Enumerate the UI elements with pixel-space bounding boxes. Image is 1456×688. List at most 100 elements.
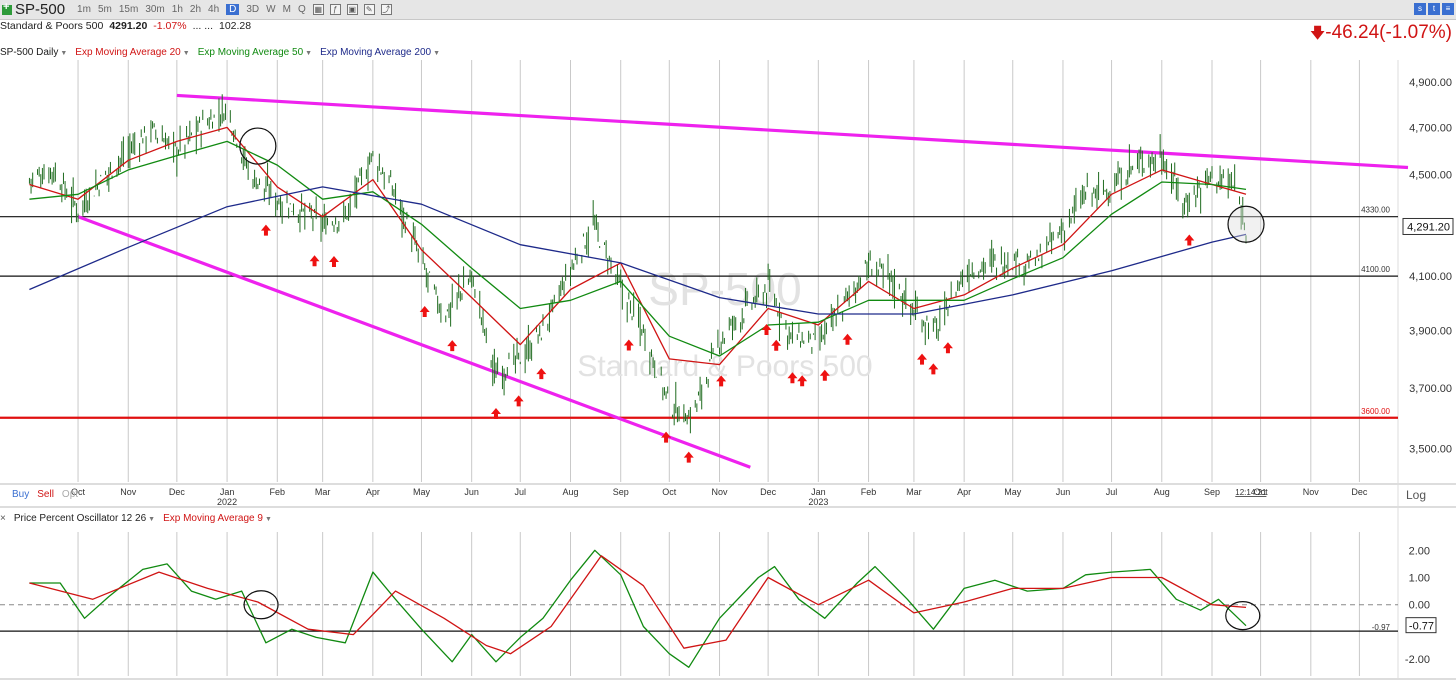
- legend-signal[interactable]: Exp Moving Average 9 ▼: [163, 513, 272, 524]
- sell-button[interactable]: Sell: [37, 489, 54, 500]
- timeframe-1m[interactable]: 1m: [77, 4, 91, 15]
- highlight-circle: [239, 127, 277, 165]
- buy-button[interactable]: Buy: [12, 489, 30, 500]
- x-tick-label: Sep: [613, 487, 629, 497]
- x-tick-label: Nov: [1303, 487, 1320, 497]
- time-label: 12:14:21: [1235, 488, 1267, 497]
- buy-arrow-icon: [797, 375, 808, 387]
- osc-series-ppo: [29, 549, 1247, 668]
- price-panel-bg: [0, 60, 1456, 484]
- y-tick-label: 3,500.00: [1409, 443, 1452, 455]
- x-tick-label: Apr: [366, 487, 380, 497]
- buy-arrow-icon: [513, 395, 524, 407]
- buy-arrow-icon: [761, 324, 772, 336]
- x-tick-label: Dec: [1351, 487, 1368, 497]
- share-icon[interactable]: s: [1414, 3, 1426, 15]
- big-change: 🡇-46.24(-1.07%): [1310, 22, 1452, 48]
- timeframe-30m[interactable]: 30m: [145, 4, 165, 15]
- osc-y-tick-label: 2.00: [1409, 545, 1430, 557]
- year-label: 2023: [808, 497, 828, 507]
- x-tick-label: Dec: [760, 487, 777, 497]
- legend-ema200[interactable]: Exp Moving Average 200 ▼: [320, 47, 441, 58]
- timeframe-5m[interactable]: 5m: [97, 4, 112, 15]
- layout-icon[interactable]: ▣: [346, 4, 358, 15]
- x-tick-label: Mar: [906, 487, 922, 497]
- x-tick-label: Mar: [315, 487, 331, 497]
- trendline-lower: [77, 215, 751, 469]
- timeframe-d[interactable]: D: [226, 4, 240, 15]
- buy-arrow-icon: [842, 333, 853, 345]
- osc-y-tick-label: 0.00: [1409, 600, 1430, 612]
- window-controls: s t ≡: [1414, 3, 1454, 15]
- timeframe-15m[interactable]: 15m: [118, 4, 139, 15]
- x-tick-label: Aug: [1154, 487, 1170, 497]
- x-tick-label: May: [1004, 487, 1022, 497]
- year-label: 2022: [217, 497, 237, 507]
- level-label: 4100.00: [1361, 265, 1390, 274]
- timeframe-2h[interactable]: 2h: [189, 4, 202, 15]
- trade-buttons: Buy Sell Opt: [12, 489, 78, 500]
- timeframe-q[interactable]: Q: [297, 4, 306, 15]
- big-change-value: -46.24(-1.07%): [1325, 22, 1452, 43]
- osc-last-label: -0.77: [1409, 621, 1434, 633]
- buy-arrow-icon: [419, 306, 430, 318]
- legend-ppo[interactable]: Price Percent Oscillator 12 26 ▼: [13, 513, 156, 524]
- buy-arrow-icon: [1184, 234, 1195, 246]
- timeframe-list: 1m 5m 15m 30m 1h 2h 4h D 3D W M Q: [77, 4, 313, 15]
- osc-highlight-circle: [1225, 600, 1261, 631]
- legend-ema50[interactable]: Exp Moving Average 50 ▼: [197, 47, 313, 58]
- timeframe-w[interactable]: W: [266, 4, 276, 15]
- buy-arrow-icon: [661, 431, 672, 443]
- price-bars: [28, 94, 1247, 434]
- osc-level-label: -0.97: [1372, 623, 1391, 632]
- log-scale-button[interactable]: Log: [1406, 488, 1427, 502]
- x-tick-label: Nov: [712, 487, 729, 497]
- y-tick-label: 3,700.00: [1409, 383, 1452, 395]
- y-tick-label: 4,900.00: [1409, 77, 1452, 89]
- oscillator-legend: × Price Percent Oscillator 12 26 ▼ Exp Mo…: [0, 513, 272, 524]
- settings-icon[interactable]: ≡: [1442, 3, 1454, 15]
- indicator-icon[interactable]: ƒ: [329, 4, 341, 15]
- x-tick-label: Jan: [811, 487, 826, 497]
- buy-arrow-icon: [328, 256, 339, 268]
- x-tick-label: Oct: [1254, 487, 1269, 497]
- down-arrow-icon: 🡇: [1309, 25, 1326, 42]
- series-ema50: [29, 140, 1247, 357]
- buy-arrow-icon: [819, 369, 830, 381]
- last-price-box: [1402, 217, 1454, 235]
- info-dots: ... ...: [192, 20, 213, 32]
- watermark-symbol: SP-500: [648, 263, 801, 315]
- symbol-add-icon[interactable]: [2, 1, 12, 15]
- legend-price[interactable]: SP-500 Daily ▼: [0, 47, 68, 58]
- opt-button[interactable]: Opt: [61, 489, 79, 500]
- buy-arrow-icon: [771, 339, 782, 351]
- timeframe-m[interactable]: M: [282, 4, 291, 15]
- level-label: 4330.00: [1361, 206, 1390, 215]
- buy-arrow-icon: [260, 224, 271, 236]
- series-ema20: [29, 126, 1247, 366]
- x-tick-label: Apr: [957, 487, 971, 497]
- chart-style-icon[interactable]: ▦: [312, 4, 324, 15]
- info-value2: 102.28: [219, 20, 252, 32]
- draw-icon[interactable]: ✎: [363, 4, 375, 15]
- timeframe-1h[interactable]: 1h: [171, 4, 183, 15]
- share-twitter-icon[interactable]: t: [1428, 3, 1440, 15]
- last-price: 4291.20: [109, 20, 148, 32]
- close-panel-icon[interactable]: ×: [0, 513, 6, 524]
- link-icon[interactable]: ⤴: [380, 4, 392, 15]
- symbol-name[interactable]: SP-500: [15, 1, 66, 18]
- timeframe-4h[interactable]: 4h: [208, 4, 220, 15]
- y-tick-label: 4,700.00: [1409, 122, 1452, 134]
- watermark-name: Standard & Poors 500: [577, 350, 872, 383]
- x-tick-label: Jun: [1056, 487, 1071, 497]
- legend-ema20[interactable]: Exp Moving Average 20 ▼: [75, 47, 190, 58]
- x-tick-label: Jan: [220, 487, 235, 497]
- trendline-upper: [176, 93, 1409, 170]
- y-tick-label: 4,100.00: [1409, 271, 1452, 283]
- timeframe-3d[interactable]: 3D: [246, 4, 260, 15]
- x-tick-label: Nov: [120, 487, 137, 497]
- buy-arrow-icon: [787, 372, 798, 384]
- buy-arrow-icon: [683, 451, 694, 463]
